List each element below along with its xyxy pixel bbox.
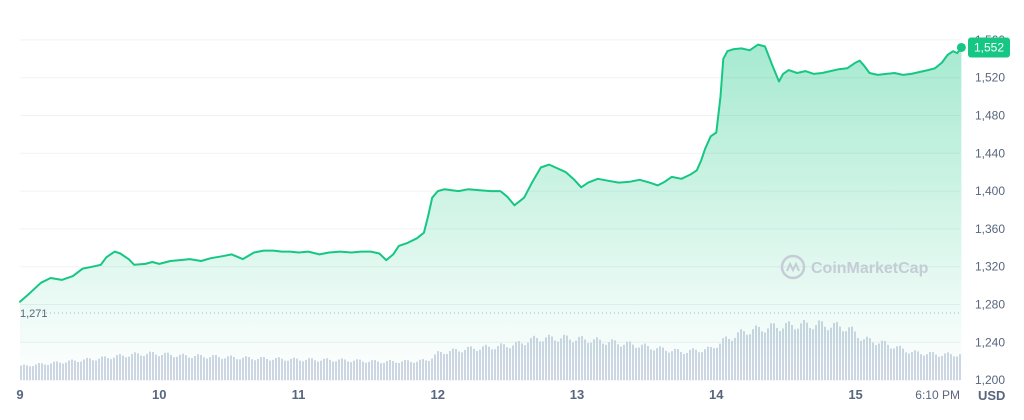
y-tick-label: 1,440 [975,146,1005,160]
x-tick-label: 12 [431,387,445,402]
x-axis: 9 10 11 12 13 14 15 6:10 PM [16,387,960,402]
y-tick-label: 1,480 [975,109,1005,123]
current-price-badge [968,37,1010,58]
y-tick-label: 1,400 [975,184,1005,198]
current-price-indicator: 1,552 [956,37,1010,58]
x-tick-label: 13 [570,387,584,402]
y-tick-label: 1,320 [975,260,1005,274]
y-tick-label: 1,520 [975,71,1005,85]
watermark: CoinMarketCap [780,254,929,280]
x-tick-label: 6:10 PM [915,388,960,402]
x-tick-label: 14 [709,387,724,402]
y-tick-label: 1,240 [975,335,1005,349]
x-tick-label: 11 [292,387,306,402]
baseline-label: 1,271 [20,308,48,320]
y-tick-label: 1,360 [975,222,1005,236]
y-tick-label: 1,200 [975,373,1005,387]
x-tick-label: 10 [152,387,166,402]
price-area-fill [20,44,962,380]
y-axis: 1,200 1,240 1,280 1,320 1,360 1,400 1,440 1,480… [975,33,1005,387]
current-price-label: 1,552 [974,40,1004,54]
price-area [20,44,962,380]
coinmarketcap-logo-icon [780,254,806,280]
watermark-text: CoinMarketCap [811,260,929,277]
x-tick-label: 9 [16,387,23,402]
current-price-dot [956,42,966,52]
currency-unit-label: USD [978,388,1005,403]
y-tick-label: 1,280 [975,298,1005,312]
price-series-line [19,43,963,303]
price-line [19,43,963,303]
coinmarketcap-logo-mark [786,261,800,273]
baseline: 1,271 [20,308,960,320]
x-tick-label: 15 [848,387,862,402]
